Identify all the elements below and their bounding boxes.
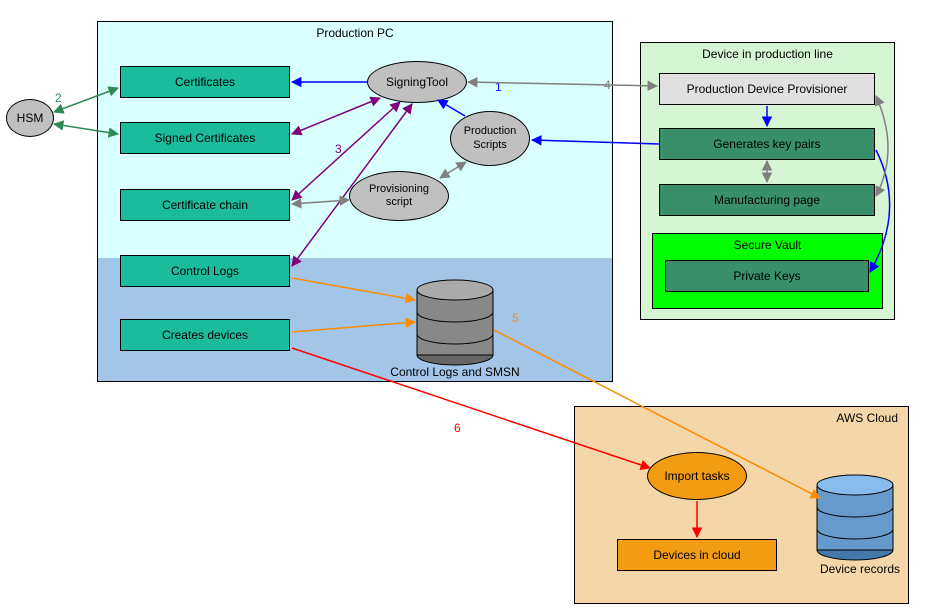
text-provisioning-script: Provisioning script bbox=[369, 183, 429, 209]
text-certificate-chain: Certificate chain bbox=[162, 198, 248, 212]
label-control-logs-smsn: Control Logs and SMSN bbox=[370, 365, 540, 379]
box-certificates: Certificates bbox=[120, 66, 290, 98]
ellipse-import-tasks: Import tasks bbox=[647, 452, 747, 500]
text-control-logs: Control Logs bbox=[171, 264, 239, 278]
text-gen-key-pairs: Generates key pairs bbox=[713, 137, 820, 151]
label-aws-cloud: AWS Cloud bbox=[836, 411, 908, 425]
box-mfg-page: Manufacturing page bbox=[659, 184, 875, 216]
text-hsm: HSM bbox=[17, 111, 44, 125]
ellipse-provisioning-script: Provisioning script bbox=[349, 171, 449, 221]
text-import-tasks: Import tasks bbox=[664, 469, 729, 483]
box-prod-dev-provisioner: Production Device Provisioner bbox=[659, 73, 875, 105]
text-prod-dev-provisioner: Production Device Provisioner bbox=[687, 82, 848, 96]
flow-num-1: 1 bbox=[495, 80, 502, 94]
ellipse-hsm: HSM bbox=[6, 99, 54, 137]
label-production-pc: Production PC bbox=[98, 26, 612, 40]
flow-num-5: 5 bbox=[512, 311, 519, 325]
label-device-records: Device records bbox=[800, 562, 920, 576]
text-signing-tool: SigningTool bbox=[386, 75, 448, 89]
box-certificate-chain: Certificate chain bbox=[120, 189, 290, 221]
box-signed-certificates: Signed Certificates bbox=[120, 122, 290, 154]
flow-num-2: 2 bbox=[55, 91, 62, 105]
box-devices-in-cloud: Devices in cloud bbox=[617, 539, 777, 571]
text-devices-in-cloud: Devices in cloud bbox=[653, 548, 740, 562]
text-certificates: Certificates bbox=[175, 75, 235, 89]
text-signed-certificates: Signed Certificates bbox=[155, 131, 256, 145]
text-mfg-page: Manufacturing page bbox=[714, 193, 820, 207]
ellipse-signing-tool: SigningTool bbox=[367, 61, 467, 103]
label-device-line: Device in production line bbox=[641, 47, 894, 61]
ellipse-production-scripts: Production Scripts bbox=[450, 111, 530, 166]
box-control-logs: Control Logs bbox=[120, 255, 290, 287]
text-creates-devices: Creates devices bbox=[162, 328, 248, 342]
text-private-keys: Private Keys bbox=[733, 269, 800, 283]
box-gen-key-pairs: Generates key pairs bbox=[659, 128, 875, 160]
box-private-keys: Private Keys bbox=[665, 260, 869, 292]
text-production-scripts: Production Scripts bbox=[464, 125, 517, 151]
box-creates-devices: Creates devices bbox=[120, 319, 290, 351]
diagram-canvas: Production PC Device in production line … bbox=[0, 0, 926, 616]
flow-num-6: 6 bbox=[454, 421, 461, 435]
label-secure-vault: Secure Vault bbox=[653, 238, 882, 252]
flow-num-4: 4 bbox=[604, 78, 611, 92]
flow-num-3: 3 bbox=[335, 142, 342, 156]
